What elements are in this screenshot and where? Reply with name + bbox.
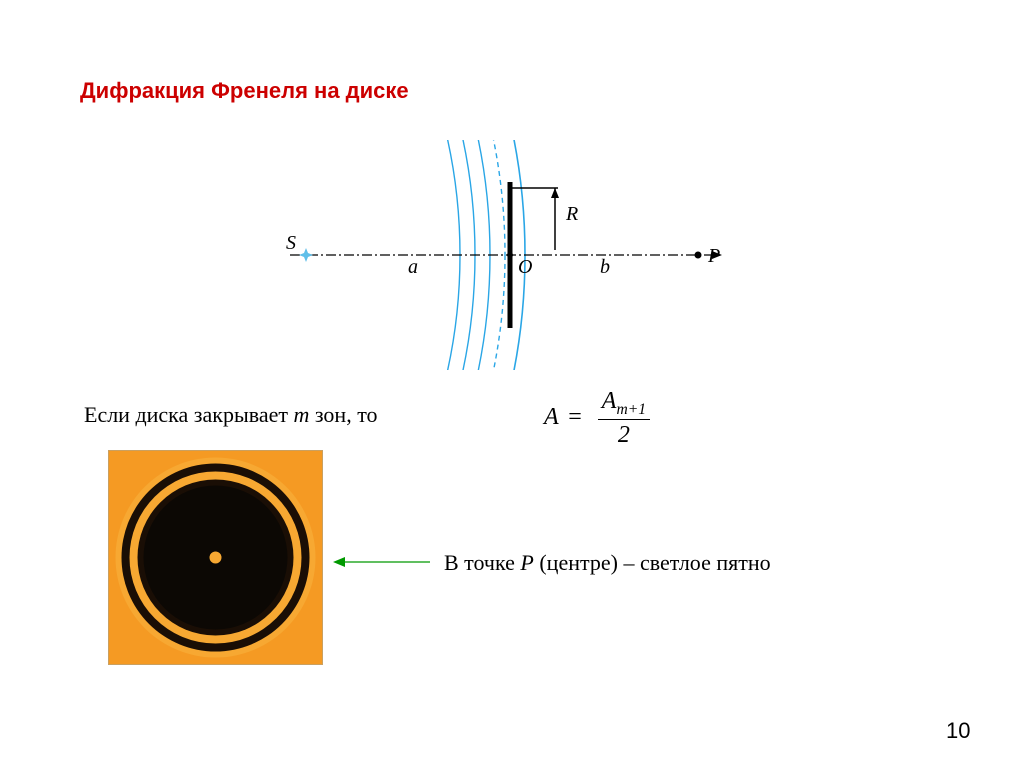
center-spot-caption: В точке P (центре) – светлое пятно (444, 550, 771, 576)
caption-after: (центре) – светлое пятно (534, 550, 771, 575)
page-number: 10 (946, 718, 970, 744)
page-number-text: 10 (946, 718, 970, 743)
caption-before: В точке (444, 550, 520, 575)
caption-p-var: P (520, 550, 533, 575)
pointer-arrow (0, 0, 1024, 767)
